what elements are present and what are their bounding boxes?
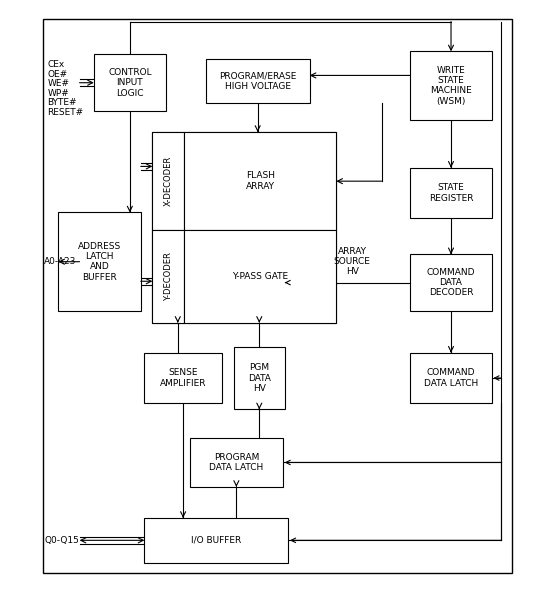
Text: A0-A23: A0-A23 xyxy=(44,257,77,266)
Bar xyxy=(145,518,288,563)
Bar xyxy=(410,51,492,120)
Bar xyxy=(153,132,336,323)
Bar xyxy=(184,132,336,230)
Text: ADDRESS
LATCH
AND
BUFFER: ADDRESS LATCH AND BUFFER xyxy=(78,242,121,282)
Text: COMMAND
DATA
DECODER: COMMAND DATA DECODER xyxy=(427,268,475,297)
Bar xyxy=(410,254,492,311)
Bar xyxy=(43,19,512,573)
Bar xyxy=(206,59,310,103)
Text: PGM
DATA
HV: PGM DATA HV xyxy=(248,363,271,393)
Text: CEx: CEx xyxy=(48,60,65,69)
Text: CONTROL
INPUT
LOGIC: CONTROL INPUT LOGIC xyxy=(108,68,152,97)
Text: WRITE
STATE
MACHINE
(WSM): WRITE STATE MACHINE (WSM) xyxy=(430,66,472,106)
Bar xyxy=(190,438,283,487)
Text: WE#: WE# xyxy=(48,79,69,88)
Bar xyxy=(153,230,184,323)
Text: Y-PASS GATE: Y-PASS GATE xyxy=(232,272,288,281)
Bar xyxy=(153,132,184,230)
Text: X-DECODER: X-DECODER xyxy=(164,156,173,206)
Text: WP#: WP# xyxy=(48,89,69,97)
Text: STATE
REGISTER: STATE REGISTER xyxy=(429,184,473,203)
Bar xyxy=(410,168,492,218)
Text: SENSE
AMPLIFIER: SENSE AMPLIFIER xyxy=(160,368,206,388)
Text: PROGRAM/ERASE
HIGH VOLTAGE: PROGRAM/ERASE HIGH VOLTAGE xyxy=(219,71,296,91)
Bar xyxy=(145,353,222,404)
Bar xyxy=(184,230,336,323)
Text: COMMAND
DATA LATCH: COMMAND DATA LATCH xyxy=(424,368,478,388)
Bar xyxy=(234,347,285,410)
Bar xyxy=(58,212,141,311)
Text: RESET#: RESET# xyxy=(48,108,84,117)
Text: ARRAY
SOURCE
HV: ARRAY SOURCE HV xyxy=(334,246,371,276)
Text: FLASH
ARRAY: FLASH ARRAY xyxy=(246,172,275,191)
Bar xyxy=(94,54,166,111)
Text: OE#: OE# xyxy=(48,69,68,78)
Text: I/O BUFFER: I/O BUFFER xyxy=(191,536,241,545)
Text: PROGRAM
DATA LATCH: PROGRAM DATA LATCH xyxy=(209,453,263,472)
Text: Q0-Q15: Q0-Q15 xyxy=(44,536,79,545)
Text: Y-DECODER: Y-DECODER xyxy=(164,252,173,301)
Bar xyxy=(410,353,492,404)
Text: BYTE#: BYTE# xyxy=(48,98,77,107)
